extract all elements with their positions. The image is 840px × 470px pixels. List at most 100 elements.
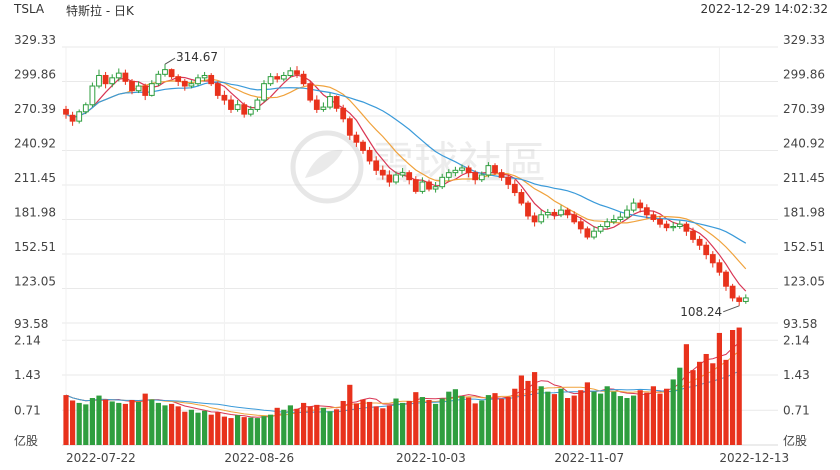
volume-bar	[386, 405, 392, 445]
volume-bar	[83, 404, 89, 445]
volume-bar	[202, 410, 208, 445]
candle-body	[676, 223, 683, 228]
volume-bar	[558, 388, 564, 445]
candle-body	[472, 172, 479, 181]
volume-bar	[208, 414, 214, 445]
volume-unit-left: 亿股	[14, 433, 38, 448]
volume-bar	[439, 398, 445, 445]
high-callout-line	[164, 57, 176, 65]
candle-body	[109, 77, 116, 85]
candle-body	[459, 167, 465, 171]
candle-body	[577, 221, 584, 230]
volume-bar	[604, 386, 610, 445]
volume-ma10-line	[65, 350, 740, 417]
candle-body	[168, 69, 175, 78]
volume-bar	[334, 409, 340, 445]
candle-body	[148, 83, 155, 96]
low-callout-line	[723, 305, 740, 313]
candle-body	[723, 271, 729, 287]
candle-body	[736, 297, 743, 302]
candle-body	[696, 238, 703, 246]
volume-bar	[76, 402, 82, 445]
candle-body	[201, 74, 208, 79]
volume-tick-right: 2.14	[783, 333, 810, 347]
candle-body	[360, 141, 366, 151]
candle-body	[327, 96, 333, 108]
price-tick-right: 299.86	[783, 68, 825, 82]
volume-bar	[683, 344, 689, 445]
candle-body	[729, 285, 736, 299]
volume-bar	[182, 411, 188, 445]
candle-body	[617, 216, 624, 220]
volume-bar	[221, 416, 227, 445]
volume-bar	[116, 402, 122, 445]
candle-body	[518, 192, 525, 204]
price-tick-right: 211.45	[783, 171, 825, 185]
volume-bar	[70, 400, 76, 445]
date-tick-label: 2022-07-22	[66, 451, 136, 465]
volume-bar	[571, 395, 577, 445]
volume-bar	[380, 408, 386, 445]
volume-bar	[169, 403, 175, 445]
price-tick-right: 240.92	[783, 137, 825, 151]
candle-body	[274, 76, 281, 80]
candle-body	[287, 70, 294, 76]
volume-bar	[307, 406, 313, 445]
candle-body	[670, 226, 677, 229]
candle-body	[432, 186, 439, 190]
timestamp-label: 2022-12-29 14:02:32	[700, 2, 828, 16]
volume-bar	[538, 386, 544, 445]
candle-body	[175, 76, 182, 82]
candle-body	[511, 183, 518, 194]
volume-bar	[373, 406, 379, 445]
candle-body	[419, 181, 426, 192]
volume-bar	[525, 380, 531, 445]
volume-bar	[624, 398, 630, 445]
volume-bar	[188, 409, 194, 445]
candle-body	[214, 83, 221, 96]
candle-body	[333, 96, 340, 109]
candle-body	[492, 165, 498, 174]
volume-bar	[228, 418, 234, 445]
price-tick-left: 329.33	[14, 33, 56, 47]
date-tick-label: 2022-08-26	[224, 451, 294, 465]
volume-bar	[393, 398, 399, 445]
volume-bar	[446, 391, 452, 445]
candle-body	[412, 179, 419, 192]
volume-bar	[142, 393, 148, 445]
candle-body	[294, 70, 300, 75]
volume-bar	[294, 408, 300, 445]
volume-bar	[730, 330, 736, 445]
volume-bar	[545, 391, 551, 445]
candle-body	[366, 149, 373, 162]
candle-body	[181, 80, 188, 87]
volume-bar	[736, 327, 742, 445]
candle-body	[386, 174, 393, 183]
candle-body	[247, 108, 254, 115]
candle-body	[89, 85, 96, 106]
volume-bar	[367, 401, 373, 445]
candle-body	[637, 202, 644, 209]
candle-body	[208, 74, 215, 85]
candle-body	[155, 73, 162, 85]
candle-body	[373, 160, 380, 171]
volume-bar	[499, 399, 505, 445]
volume-bar	[551, 394, 557, 445]
candle-body	[465, 167, 472, 174]
candle-body	[320, 106, 327, 110]
volume-bar	[637, 390, 643, 445]
volume-bar	[175, 406, 181, 445]
price-tick-right: 152.51	[783, 240, 825, 254]
candle-body	[485, 165, 492, 176]
candle-body	[610, 218, 617, 223]
volume-bar	[274, 407, 280, 445]
candle-body	[280, 74, 287, 80]
volume-bar	[63, 395, 69, 445]
candle-body	[703, 244, 710, 256]
volume-tick-left: 0.71	[14, 403, 41, 417]
candle-body	[142, 85, 149, 96]
volume-bar	[215, 412, 221, 445]
axis-labels: 93.58 93.58 123.05 123.05 152.51 152.51 181.98…	[14, 33, 825, 465]
candle-body	[624, 209, 630, 218]
